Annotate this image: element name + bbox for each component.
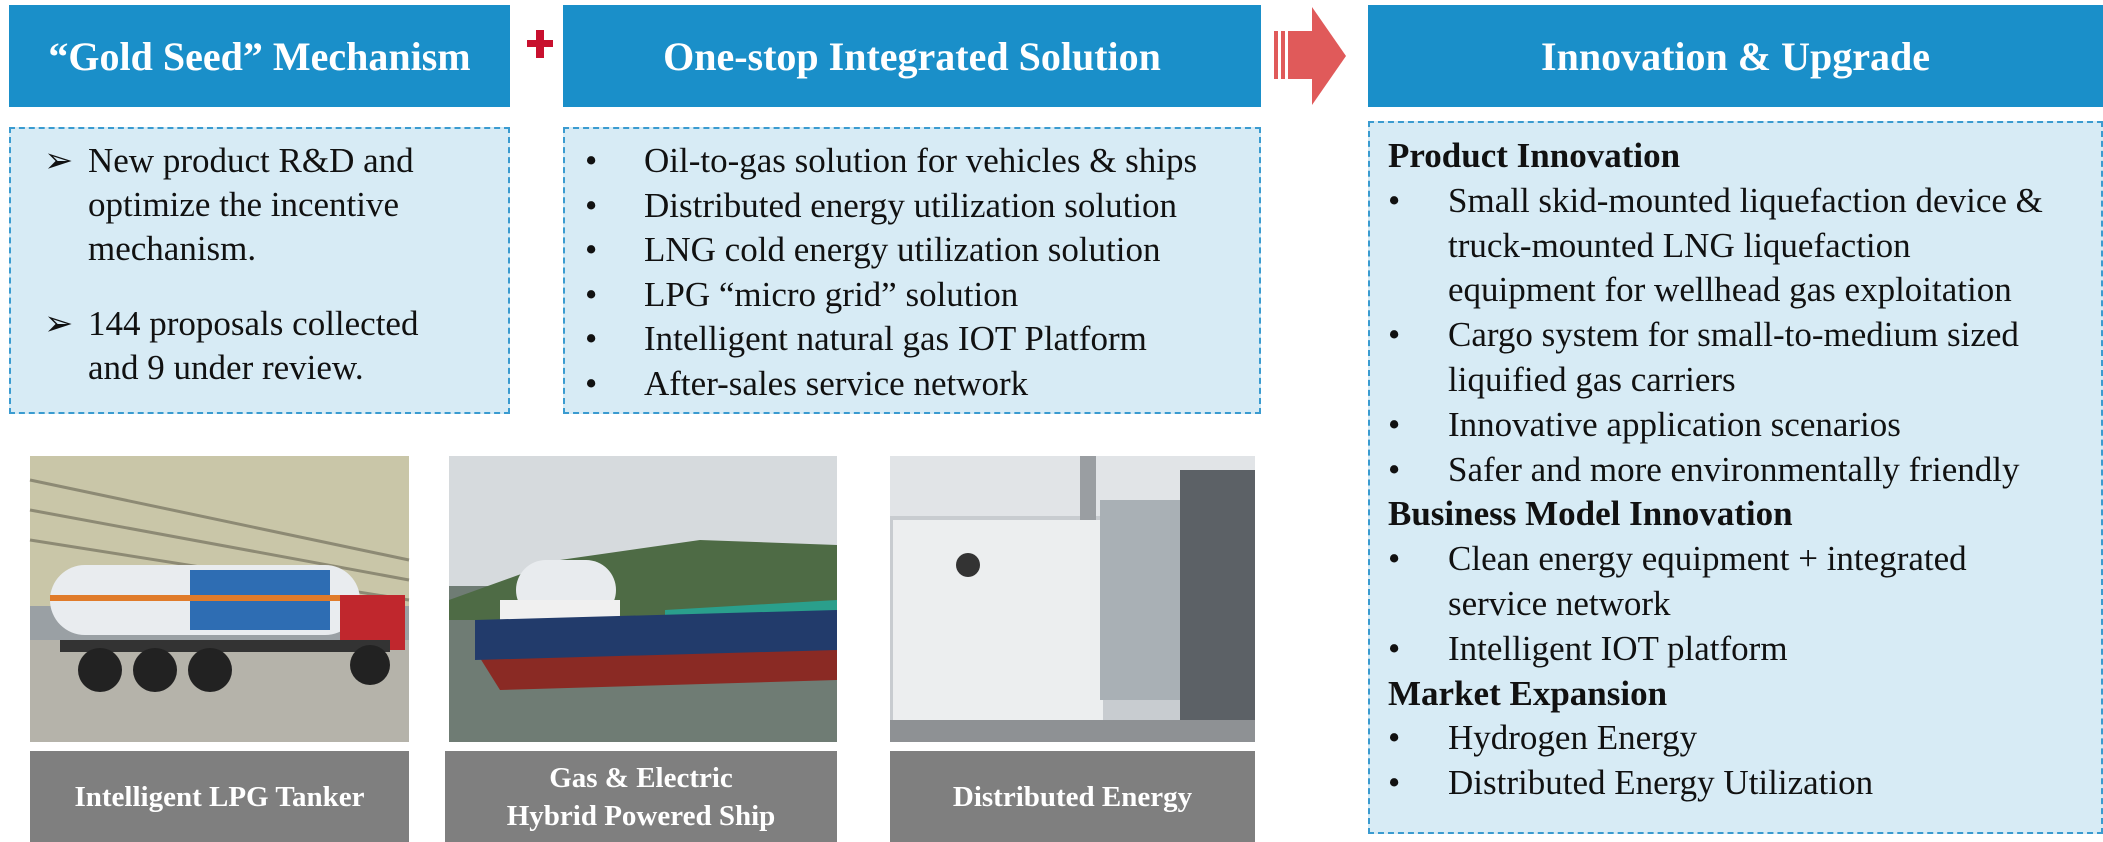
photo-tanker xyxy=(30,456,409,742)
item-text: LPG “micro grid” solution xyxy=(644,273,1018,317)
arrow-icon xyxy=(1274,7,1346,105)
bullet: • xyxy=(585,317,597,361)
section-heading: Business Model Innovation xyxy=(1388,492,1793,536)
block-title: “Gold Seed” Mechanism xyxy=(9,5,510,107)
item-text: Innovative application scenarios xyxy=(1448,403,1901,447)
caption-line: Distributed Energy xyxy=(953,778,1192,816)
caption-line: Intelligent LPG Tanker xyxy=(74,778,364,816)
item-text: New product R&D and xyxy=(88,139,414,183)
bullet: • xyxy=(1388,313,1400,357)
bullet: • xyxy=(585,228,597,272)
bullet: ➢ xyxy=(44,139,73,183)
bullet: • xyxy=(1388,179,1400,223)
item-text: equipment for wellhead gas exploitation xyxy=(1448,268,2012,312)
item-text: Intelligent IOT platform xyxy=(1448,627,1788,671)
bullet: ➢ xyxy=(44,302,73,346)
bullet: • xyxy=(585,362,597,406)
item-text: After-sales service network xyxy=(644,362,1028,406)
item-text: Small skid-mounted liquefaction device & xyxy=(1448,179,2043,223)
item-text: Distributed Energy Utilization xyxy=(1448,761,1873,805)
bullet: • xyxy=(1388,761,1400,805)
item-text: optimize the incentive xyxy=(88,183,399,227)
page: “Gold Seed” Mechanism ➢ New product R&D an… xyxy=(0,0,2103,842)
item-text: Safer and more environmentally friendly xyxy=(1448,448,2019,492)
innovation-title: Innovation & Upgrade xyxy=(1368,5,2103,107)
bullet: • xyxy=(1388,537,1400,581)
item-text: Clean energy equipment + integrated xyxy=(1448,537,1967,581)
item-text: Distributed energy utilization solution xyxy=(644,184,1177,228)
plus-icon xyxy=(536,30,544,58)
bullet: • xyxy=(1388,448,1400,492)
bullet: • xyxy=(585,139,597,183)
item-text: Cargo system for small-to-medium sized xyxy=(1448,313,2019,357)
bullet: • xyxy=(585,184,597,228)
item-text: Hydrogen Energy xyxy=(1448,716,1697,760)
photo-ship xyxy=(449,456,837,742)
photo-caption: Intelligent LPG Tanker xyxy=(30,751,409,842)
item-text: liquified gas carriers xyxy=(1448,358,1736,402)
item-text: and 9 under review. xyxy=(88,346,364,390)
item-text: service network xyxy=(1448,582,1671,626)
item-text: Intelligent natural gas IOT Platform xyxy=(644,317,1147,361)
bullet: • xyxy=(1388,716,1400,760)
item-text: 144 proposals collected xyxy=(88,302,418,346)
item-text: truck-mounted LNG liquefaction xyxy=(1448,224,1911,268)
photo-caption: Distributed Energy xyxy=(890,751,1255,842)
block-title: One-stop Integrated Solution xyxy=(563,5,1261,107)
item-text: LNG cold energy utilization solution xyxy=(644,228,1161,272)
item-text: mechanism. xyxy=(88,227,256,271)
photo-energy xyxy=(890,456,1255,742)
caption-line: Gas & Electric xyxy=(549,759,733,797)
bullet: • xyxy=(1388,403,1400,447)
caption-line: Hybrid Powered Ship xyxy=(507,797,776,835)
bullet: • xyxy=(585,273,597,317)
item-text: Oil-to-gas solution for vehicles & ships xyxy=(644,139,1197,183)
section-heading: Product Innovation xyxy=(1388,134,1680,178)
bullet: • xyxy=(1388,627,1400,671)
section-heading: Market Expansion xyxy=(1388,672,1667,716)
